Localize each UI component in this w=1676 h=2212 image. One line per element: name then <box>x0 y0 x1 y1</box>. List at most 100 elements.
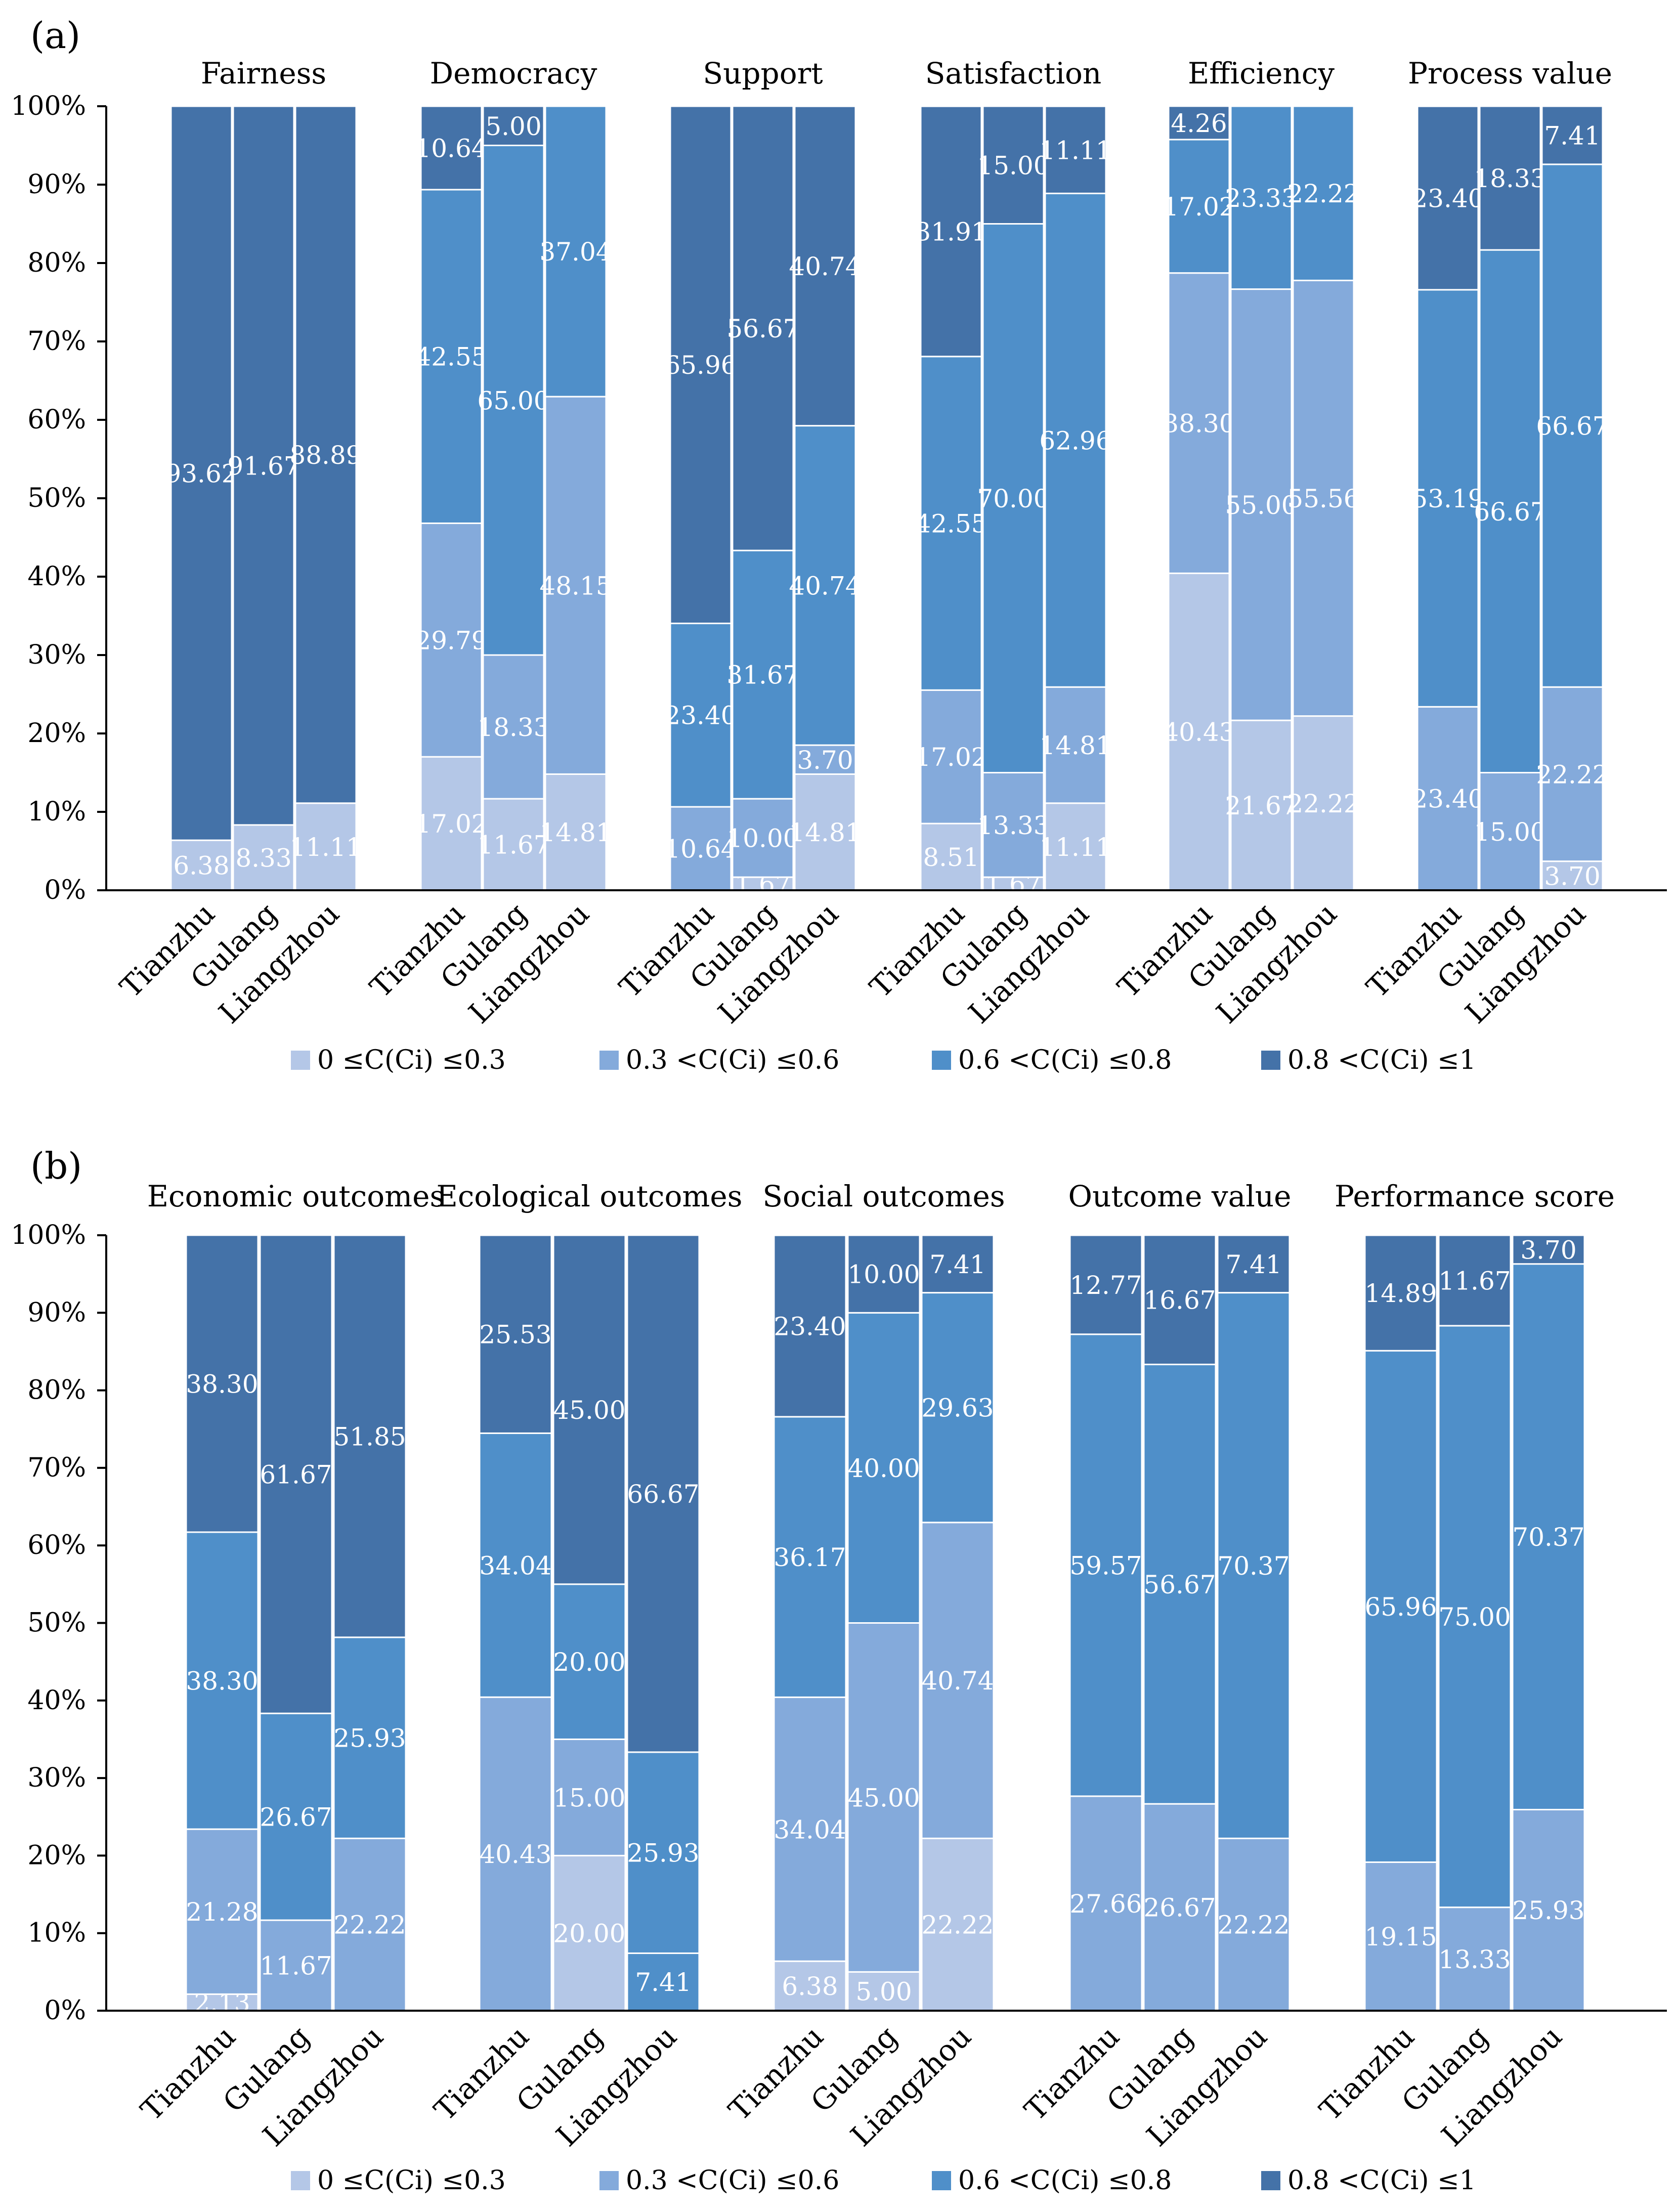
y-tick-label: 30% <box>27 640 86 670</box>
data-label: 17.02 <box>415 809 487 839</box>
data-label: 65.00 <box>477 386 549 415</box>
bar-segment <box>552 1234 626 1585</box>
bar-segment <box>732 798 794 878</box>
bar-segment <box>259 1234 333 1714</box>
data-label: 56.67 <box>1143 1570 1216 1599</box>
bar-segment <box>1416 289 1479 708</box>
data-label: 45.00 <box>553 1396 625 1425</box>
bar-segment <box>479 1234 552 1434</box>
bar-segment <box>185 1993 259 2012</box>
bar-segment <box>920 105 982 358</box>
data-label: 3.70 <box>1544 861 1600 891</box>
y-tick-label: 50% <box>27 1608 86 1638</box>
bar-segment <box>920 356 982 691</box>
data-label: 37.04 <box>539 237 612 267</box>
bar-segment <box>1512 1808 1585 2012</box>
bar-segment <box>333 1234 407 1638</box>
y-tick-label: 0% <box>45 1996 87 2026</box>
bar-segment <box>1479 772 1541 891</box>
data-label: 7.41 <box>929 1250 985 1279</box>
y-tick-label: 60% <box>27 405 86 435</box>
data-label: 31.91 <box>915 217 987 246</box>
bar-segment <box>669 105 732 624</box>
data-label: 10.00 <box>847 1260 920 1289</box>
bar-segment <box>333 1636 407 1839</box>
bar-segment <box>626 1952 700 2012</box>
data-label: 25.53 <box>479 1320 551 1350</box>
data-label: 38.30 <box>1163 409 1235 439</box>
group-title: Process value <box>1408 56 1612 91</box>
legend-label: 0 ≤C(Ci) ≤0.3 <box>317 2165 506 2196</box>
bar-segment <box>920 689 982 825</box>
data-label: 23.40 <box>1411 184 1484 213</box>
data-label: 40.74 <box>789 252 861 281</box>
y-tick-label: 30% <box>27 1763 86 1793</box>
bar-segment <box>732 105 794 551</box>
data-label: 38.30 <box>186 1667 258 1696</box>
data-label: 62.96 <box>1039 426 1111 455</box>
data-label: 11.67 <box>1438 1266 1511 1295</box>
y-tick-label: 70% <box>27 1453 86 1483</box>
legend-swatch <box>1261 2171 1280 2190</box>
bar-segment <box>420 756 483 891</box>
data-label: 22.22 <box>333 1911 406 1940</box>
data-label: 14.81 <box>539 818 612 847</box>
bar-segment <box>1217 1234 1291 1294</box>
legend-label: 0.8 <C(Ci) ≤1 <box>1287 1045 1476 1075</box>
data-label: 8.33 <box>235 843 291 873</box>
data-label: 34.04 <box>479 1551 551 1580</box>
data-label: 70.37 <box>1512 1523 1584 1552</box>
data-label: 36.17 <box>773 1543 846 1572</box>
data-label: 5.00 <box>485 112 541 141</box>
data-label: 29.79 <box>415 626 487 655</box>
data-label: 93.62 <box>165 459 237 489</box>
bar-segment <box>1512 1234 1585 1265</box>
data-label: 6.38 <box>173 851 229 881</box>
y-tick-label: 70% <box>27 326 86 357</box>
data-label: 10.00 <box>726 824 799 853</box>
group-title: Outcome value <box>1068 1179 1292 1213</box>
legend-label: 0.8 <C(Ci) ≤1 <box>1287 2165 1476 2196</box>
category-label: Tianzhu <box>1018 2019 1126 2128</box>
data-label: 17.02 <box>915 743 987 772</box>
data-label: 34.04 <box>773 1815 846 1844</box>
bar-segment <box>232 105 295 826</box>
data-label: 56.67 <box>726 314 799 343</box>
bar-segment <box>1230 105 1293 290</box>
bar-segment <box>1143 1234 1217 1365</box>
legend-swatch <box>599 2171 619 2190</box>
data-label: 11.11 <box>1039 833 1111 862</box>
data-label: 27.66 <box>1069 1889 1142 1919</box>
group-title: Satisfaction <box>925 56 1102 91</box>
bar-segment <box>921 1837 995 2012</box>
data-label: 55.56 <box>1287 484 1359 513</box>
data-label: 88.89 <box>289 441 362 470</box>
data-label: 23.40 <box>773 1312 846 1341</box>
panel-label: (a) <box>30 14 80 57</box>
panel-label: (b) <box>30 1145 82 1187</box>
data-label: 75.00 <box>1438 1602 1511 1632</box>
data-label: 23.33 <box>1225 184 1297 213</box>
data-label: 15.00 <box>1474 817 1546 847</box>
data-label: 48.15 <box>539 571 612 600</box>
data-label: 18.33 <box>1474 164 1546 193</box>
data-label: 29.63 <box>921 1394 994 1423</box>
bar-segment <box>1217 1837 1291 2012</box>
data-label: 22.22 <box>1217 1911 1290 1940</box>
data-label: 13.33 <box>977 811 1049 840</box>
data-label: 10.64 <box>664 835 737 864</box>
y-tick-label: 80% <box>27 248 86 278</box>
data-label: 55.00 <box>1225 491 1297 520</box>
data-label: 66.67 <box>627 1480 699 1509</box>
bar-segment <box>170 105 233 841</box>
data-label: 65.96 <box>1364 1592 1437 1622</box>
bar-segment <box>333 1837 407 2012</box>
bar-segment <box>847 1622 921 1973</box>
bar-segment <box>1143 1803 1217 2012</box>
bar-segment <box>773 1416 847 1698</box>
bar-segment <box>1168 272 1230 574</box>
y-tick-label: 40% <box>27 1685 86 1716</box>
bar-segment <box>794 425 856 746</box>
y-tick-label: 20% <box>27 718 86 749</box>
